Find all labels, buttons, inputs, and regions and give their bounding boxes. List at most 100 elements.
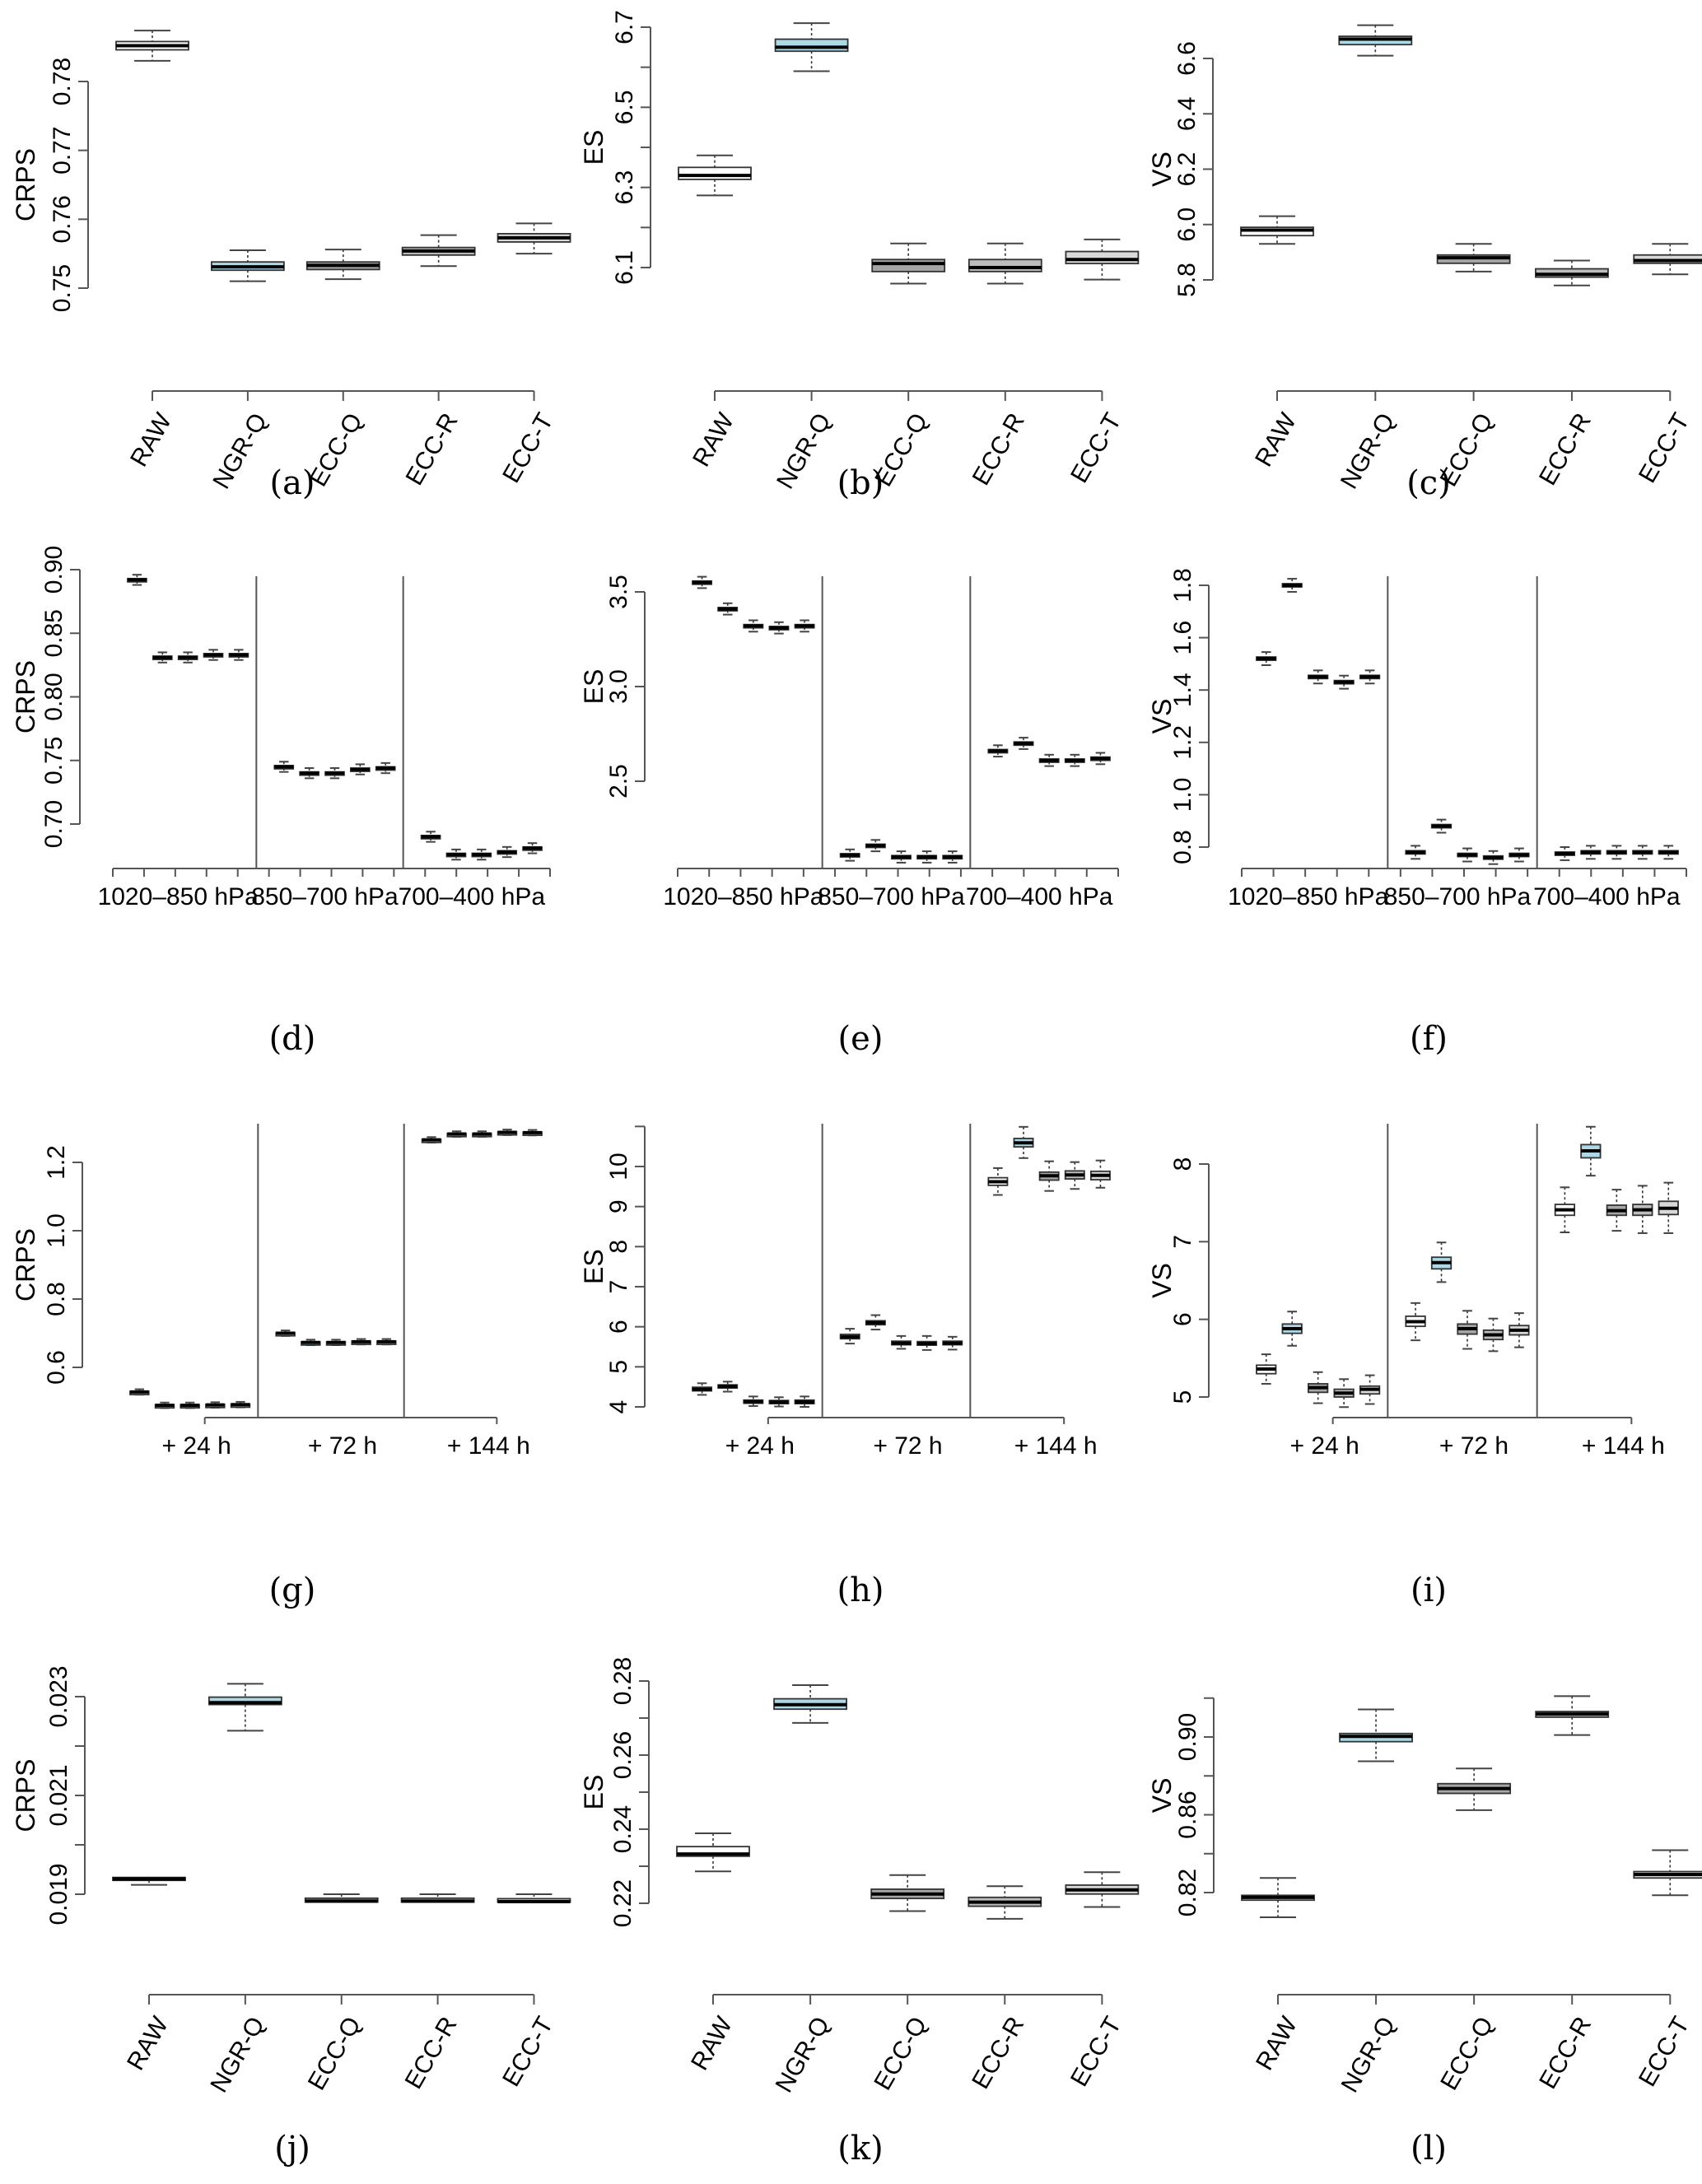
box-ECC-R (400, 1893, 475, 1903)
box-ECC-T (1089, 752, 1111, 766)
box-RAW (692, 1382, 713, 1396)
box-NGR-Q (865, 1314, 886, 1331)
y-tick-label: 10 (605, 1153, 632, 1180)
box-NGR-Q (1580, 1125, 1602, 1177)
panel-j: 0.019 0.021 0.023 CRPS RAW NGR-Q ECC-Q ECC-R ECC… (11, 1665, 571, 2168)
box-ECC-Q (471, 848, 492, 861)
x-tick-label: NGR-Q (771, 2012, 836, 2097)
iqr-box (774, 38, 849, 53)
x-tick-label: ECC-R (1534, 2012, 1597, 2093)
y-tick-label: 4 (605, 1400, 632, 1414)
y-axis-title: VS (1147, 1263, 1177, 1298)
x-tick-label: NGR-Q (772, 408, 837, 493)
box-NGR-Q (1339, 1708, 1413, 1763)
y-tick-label: 0.86 (1174, 1791, 1201, 1838)
box-ECC-Q (891, 850, 912, 864)
box-RAW (1554, 1186, 1576, 1234)
x-tick-label: ECC-Q (1435, 2012, 1499, 2094)
group-label: + 72 h (308, 1432, 377, 1460)
box-RAW (1554, 846, 1576, 861)
panel-caption: (h) (837, 1572, 884, 1609)
box-RAW (1405, 845, 1426, 860)
y-tick-label: 6.2 (1173, 152, 1201, 187)
x-tick-label: RAW (122, 2012, 174, 2075)
box-ECC-T (1658, 845, 1679, 860)
box-ECC-Q (1308, 669, 1329, 685)
box-ECC-Q (1606, 845, 1627, 860)
box-NGR-Q (1013, 1125, 1034, 1159)
iqr-box (678, 166, 752, 180)
group-label: 850–700 hPa (251, 883, 399, 910)
panel-l: 0.82 0.86 0.90 VS RAW NGR-Q ECC-Q ECC-R ECC-T (l) (1147, 1695, 1702, 2168)
box-ECC-T (1359, 1374, 1381, 1405)
box-ECC-T (1089, 1159, 1111, 1189)
box-RAW (1256, 651, 1277, 666)
box-RAW (987, 1167, 1009, 1196)
y-tick-label: 6.0 (1173, 207, 1201, 242)
y-axis-title: VS (1147, 1778, 1177, 1814)
y-tick-label: 0.82 (1174, 1869, 1201, 1916)
box-ECC-T (1658, 1181, 1679, 1234)
panel-i: 5 6 7 8 VS + 24 h + 72 h + 144 h (i) (1147, 1124, 1679, 1609)
box-ECC-Q (472, 1130, 492, 1138)
box-ECC-Q (1606, 1189, 1627, 1232)
box-ECC-T (942, 1335, 963, 1351)
box-ECC-R (768, 1396, 790, 1408)
box-ECC-Q (1038, 1160, 1060, 1192)
y-tick-label: 1.4 (1169, 673, 1196, 707)
box-ECC-R (497, 845, 518, 859)
panel-caption: (f) (1410, 1020, 1448, 1058)
group-label: 1020–850 hPa (663, 883, 824, 910)
box-RAW (1241, 1877, 1315, 1919)
box-NGR-Q (773, 1683, 847, 1724)
y-tick-label: 1.6 (1169, 621, 1196, 655)
box-NGR-Q (1338, 24, 1413, 57)
panel-caption: (b) (837, 464, 884, 502)
box-ECC-Q (177, 651, 198, 664)
group-label: 700–400 hPa (399, 883, 546, 910)
box-ECC-Q (180, 1401, 200, 1409)
box-NGR-Q (774, 22, 849, 72)
box-ECC-R (968, 242, 1042, 285)
box-ECC-T (942, 850, 963, 864)
group-label: + 24 h (725, 1432, 795, 1460)
box-NGR-Q (208, 1683, 282, 1732)
box-NGR-Q (210, 249, 285, 282)
box-ECC-R (968, 1885, 1042, 1920)
y-tick-label: 0.021 (45, 1764, 72, 1826)
y-tick-label: 8 (1169, 1157, 1196, 1171)
y-tick-label: 7 (1169, 1235, 1196, 1249)
box-ECC-R (497, 1129, 518, 1136)
box-ECC-T (1359, 669, 1381, 685)
box-RAW (112, 1876, 186, 1886)
panel-k: 0.22 0.24 0.26 0.28 ES RAW NGR-Q ECC-Q ECC-R ECC-… (579, 1657, 1140, 2168)
box-ECC-T (794, 1395, 815, 1408)
box-RAW (1256, 1353, 1277, 1385)
box-NGR-Q (1580, 845, 1602, 860)
x-tick-label: NGR-Q (1336, 2012, 1401, 2097)
panel-caption: (k) (837, 2130, 883, 2168)
group-label: + 72 h (873, 1432, 942, 1460)
y-axis-title: CRPS (11, 1759, 40, 1832)
box-ECC-T (522, 1129, 543, 1137)
box-NGR-Q (299, 767, 319, 780)
box-RAW (129, 1388, 150, 1396)
box-ECC-T (1508, 1312, 1530, 1348)
panel-caption: (i) (1411, 1572, 1447, 1609)
y-tick-label: 0.75 (49, 264, 76, 312)
x-tick-label: ECC-T (497, 408, 558, 487)
box-RAW (839, 848, 860, 862)
y-tick-label: 0.26 (609, 1731, 637, 1779)
box-ECC-T (1633, 1849, 1702, 1897)
box-ECC-R (1482, 850, 1504, 865)
panel-h: 4 5 6 7 8 9 10 ES + 24 h + 72 h + 144 h (h) (579, 1124, 1111, 1609)
box-ECC-T (497, 222, 571, 255)
y-axis-title: ES (579, 1249, 609, 1284)
group-label: 700–400 hPa (1533, 883, 1681, 910)
box-ECC-R (1333, 674, 1355, 690)
y-tick-label: 9 (605, 1199, 632, 1213)
x-tick-label: ECC-T (1065, 408, 1126, 487)
